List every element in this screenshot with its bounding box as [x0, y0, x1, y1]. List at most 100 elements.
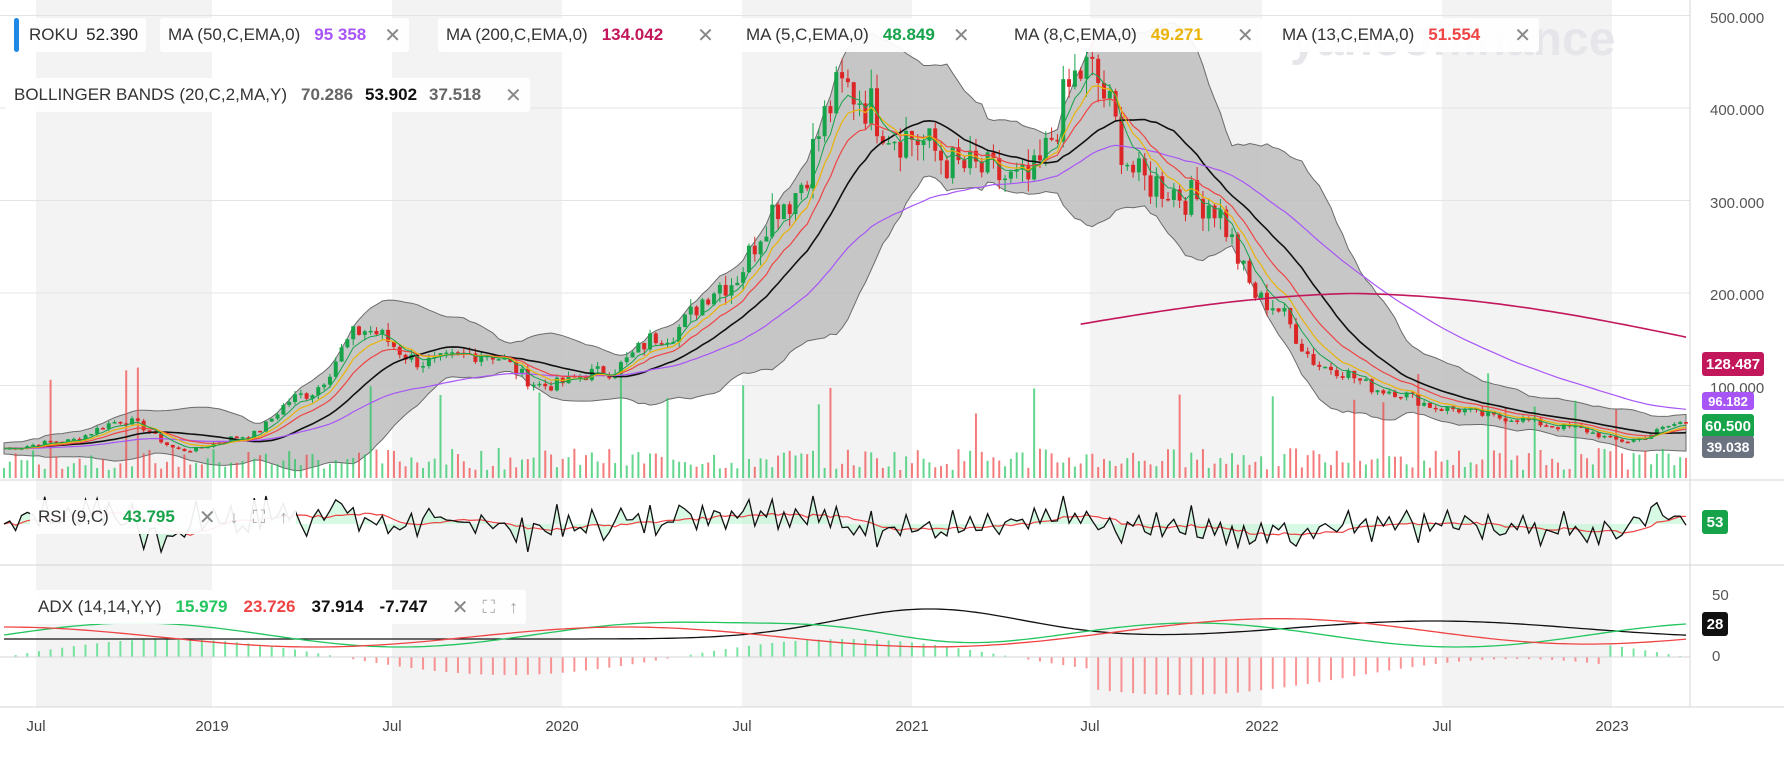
volume-bar — [986, 460, 989, 478]
ma13-close-icon[interactable]: ✕ — [1514, 24, 1532, 47]
adx-hist-bar — [200, 639, 203, 657]
year-band — [36, 0, 212, 707]
rsi-close-icon[interactable]: ✕ — [198, 506, 216, 529]
adx-hist-bar — [305, 651, 308, 657]
adx-hist-bar — [957, 648, 960, 657]
x-label-jul-2019: Jul — [382, 718, 402, 735]
adx-hist-bar — [794, 640, 797, 657]
volume-bar — [1562, 469, 1565, 478]
volume-bar — [788, 450, 791, 478]
price-tick-400: 400.000 — [1710, 102, 1765, 119]
volume-bar — [544, 450, 547, 478]
volume-bar — [1201, 449, 1204, 478]
rsi-move-down-icon[interactable]: ↓ — [229, 506, 239, 527]
adx-hist-bar — [1551, 657, 1554, 660]
volume-bar — [1120, 463, 1123, 478]
rsi-fullscreen-icon[interactable]: ⛶ — [252, 506, 266, 527]
rsi-chip[interactable]: RSI (9,C) 43.795 ✕ ↓ ⛶ ↑ — [30, 500, 297, 534]
candle-body — [519, 368, 524, 375]
ma8-close-icon[interactable]: ✕ — [1236, 24, 1254, 47]
volume-bar — [270, 464, 273, 478]
adx-hist-bar — [189, 639, 192, 657]
ma13-chip[interactable]: MA (13,C,EMA,0) 51.554 ✕ — [1274, 18, 1540, 52]
adx-hist-bar — [817, 639, 820, 657]
volume-bar — [416, 462, 419, 478]
adx-hist-bar — [84, 644, 87, 657]
candle-body — [1288, 307, 1293, 325]
volume-bar — [154, 463, 157, 478]
candle-body — [426, 357, 431, 367]
adx-close-icon[interactable]: ✕ — [451, 596, 469, 619]
adx-fullscreen-icon[interactable]: ⛶ — [482, 596, 496, 617]
ma5-chip[interactable]: MA (5,C,EMA,0) 48.849 ✕ — [738, 18, 978, 52]
ma200-chip[interactable]: MA (200,C,EMA,0) 134.042 ✕ — [438, 18, 722, 52]
candle-body — [1503, 418, 1508, 422]
volume-bar — [794, 455, 797, 478]
candle-body — [828, 106, 833, 114]
ma5-close-icon[interactable]: ✕ — [952, 24, 970, 47]
candle-body — [642, 342, 647, 350]
candle-body — [735, 282, 740, 286]
ma50-name: MA (50,C,EMA,0) — [168, 25, 301, 44]
ma50-chip[interactable]: MA (50,C,EMA,0) 95 358 ✕ — [160, 18, 410, 52]
volume-bar — [317, 460, 320, 478]
candle-body — [1142, 158, 1147, 176]
candle-body — [1538, 418, 1543, 426]
candle-body — [880, 136, 885, 144]
volume-bar — [183, 454, 186, 478]
volume-bar — [1149, 464, 1152, 478]
volume-bar — [1417, 374, 1420, 478]
candle-body — [1654, 429, 1659, 435]
candle-body — [164, 442, 169, 446]
ma13-line — [4, 98, 1687, 450]
candle-body — [776, 204, 781, 220]
candle-body — [1509, 420, 1514, 423]
volume-bar — [1161, 460, 1164, 478]
volume-bar — [614, 463, 617, 478]
ma200-value: 134.042 — [601, 25, 664, 44]
adx-hist-bar — [1609, 645, 1612, 657]
volume-bar — [160, 468, 163, 478]
volume-bar — [509, 457, 512, 478]
ma50-close-icon[interactable]: ✕ — [384, 24, 402, 47]
adx-hist-bar — [1132, 657, 1135, 694]
symbol-chip[interactable]: ROKU 52.390 — [14, 18, 147, 52]
adx-move-up-icon[interactable]: ↑ — [509, 596, 519, 617]
adx-hist-bar — [1062, 657, 1065, 666]
adx-chip[interactable]: ADX (14,14,Y,Y) 15.979 23.726 37.914 -7.… — [30, 590, 527, 624]
volume-bar — [323, 468, 326, 478]
volume-bar — [1539, 450, 1542, 478]
volume-bar — [969, 450, 972, 478]
adx-hist-bar — [270, 646, 273, 657]
x-label-jul-2022: Jul — [1432, 718, 1452, 735]
rsi-move-up-icon[interactable]: ↑ — [279, 506, 289, 527]
volume-bar — [1609, 451, 1612, 478]
volume-bar — [666, 398, 669, 478]
candle-body — [939, 150, 944, 161]
candle-body — [269, 418, 274, 422]
bollinger-chip[interactable]: BOLLINGER BANDS (20,C,2,MA,Y) 70.286 53.… — [6, 78, 530, 112]
adx-diff: -7.747 — [379, 597, 428, 616]
volume-bar — [742, 385, 745, 478]
adx-hist-bar — [247, 643, 250, 657]
volume-bar — [823, 467, 826, 478]
ma200-close-icon[interactable]: ✕ — [697, 24, 714, 47]
candle-body — [1666, 425, 1671, 428]
volume-bar — [951, 469, 954, 478]
volume-bar — [1044, 449, 1047, 478]
candle-body — [537, 383, 542, 386]
ma8-chip[interactable]: MA (8,C,EMA,0) 49.271 ✕ — [1006, 18, 1262, 52]
volume-bar — [870, 452, 873, 478]
adx-hist-bar — [689, 654, 692, 657]
volume-bar — [1062, 462, 1065, 478]
volume-bar — [1673, 465, 1676, 478]
candle-body — [83, 435, 88, 441]
volume-bar — [1632, 453, 1635, 478]
bollinger-close-icon[interactable]: ✕ — [505, 84, 522, 107]
volume-bar — [1393, 456, 1396, 478]
volume-bar — [1481, 459, 1484, 478]
volume-bar — [974, 413, 977, 478]
candle-body — [473, 353, 478, 362]
volume-bar — [427, 461, 430, 478]
